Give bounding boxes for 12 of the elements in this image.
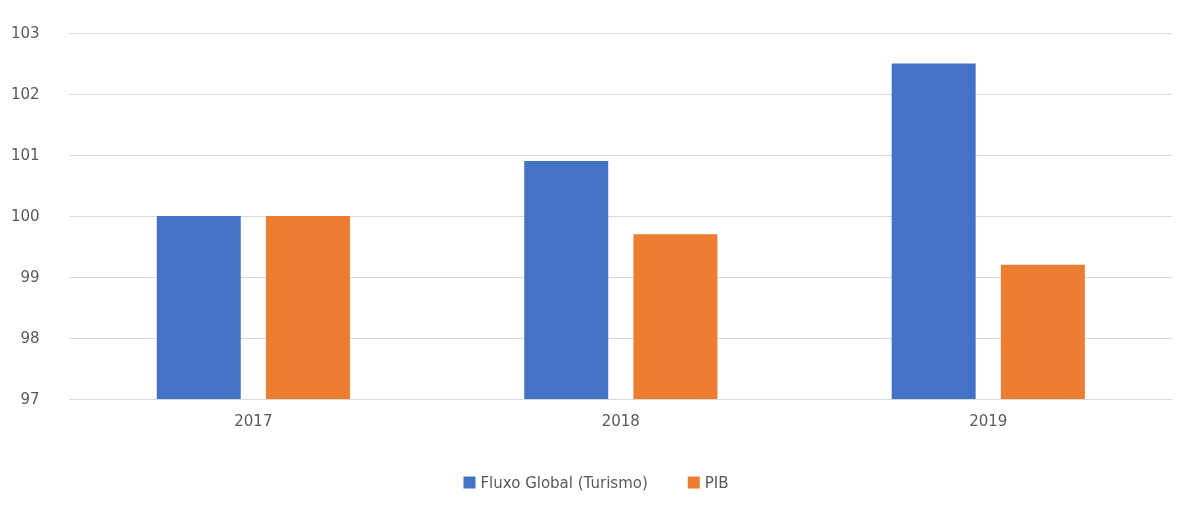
legend-label: PIB — [704, 473, 729, 492]
legend-label: Fluxo Global (Turismo) — [480, 473, 648, 492]
y-tick-label: 97 — [20, 390, 40, 408]
x-tick-label: 2019 — [969, 411, 1008, 430]
y-tick-label: 102 — [10, 85, 40, 103]
y-tick-label: 98 — [20, 329, 40, 347]
y-tick-label: 103 — [10, 24, 40, 42]
y-tick-label: 101 — [10, 146, 40, 164]
y-tick-label: 99 — [20, 268, 40, 286]
y-tick-label: 100 — [10, 207, 40, 225]
x-tick-label: 2018 — [601, 411, 640, 430]
x-tick-label: 2017 — [234, 411, 273, 430]
